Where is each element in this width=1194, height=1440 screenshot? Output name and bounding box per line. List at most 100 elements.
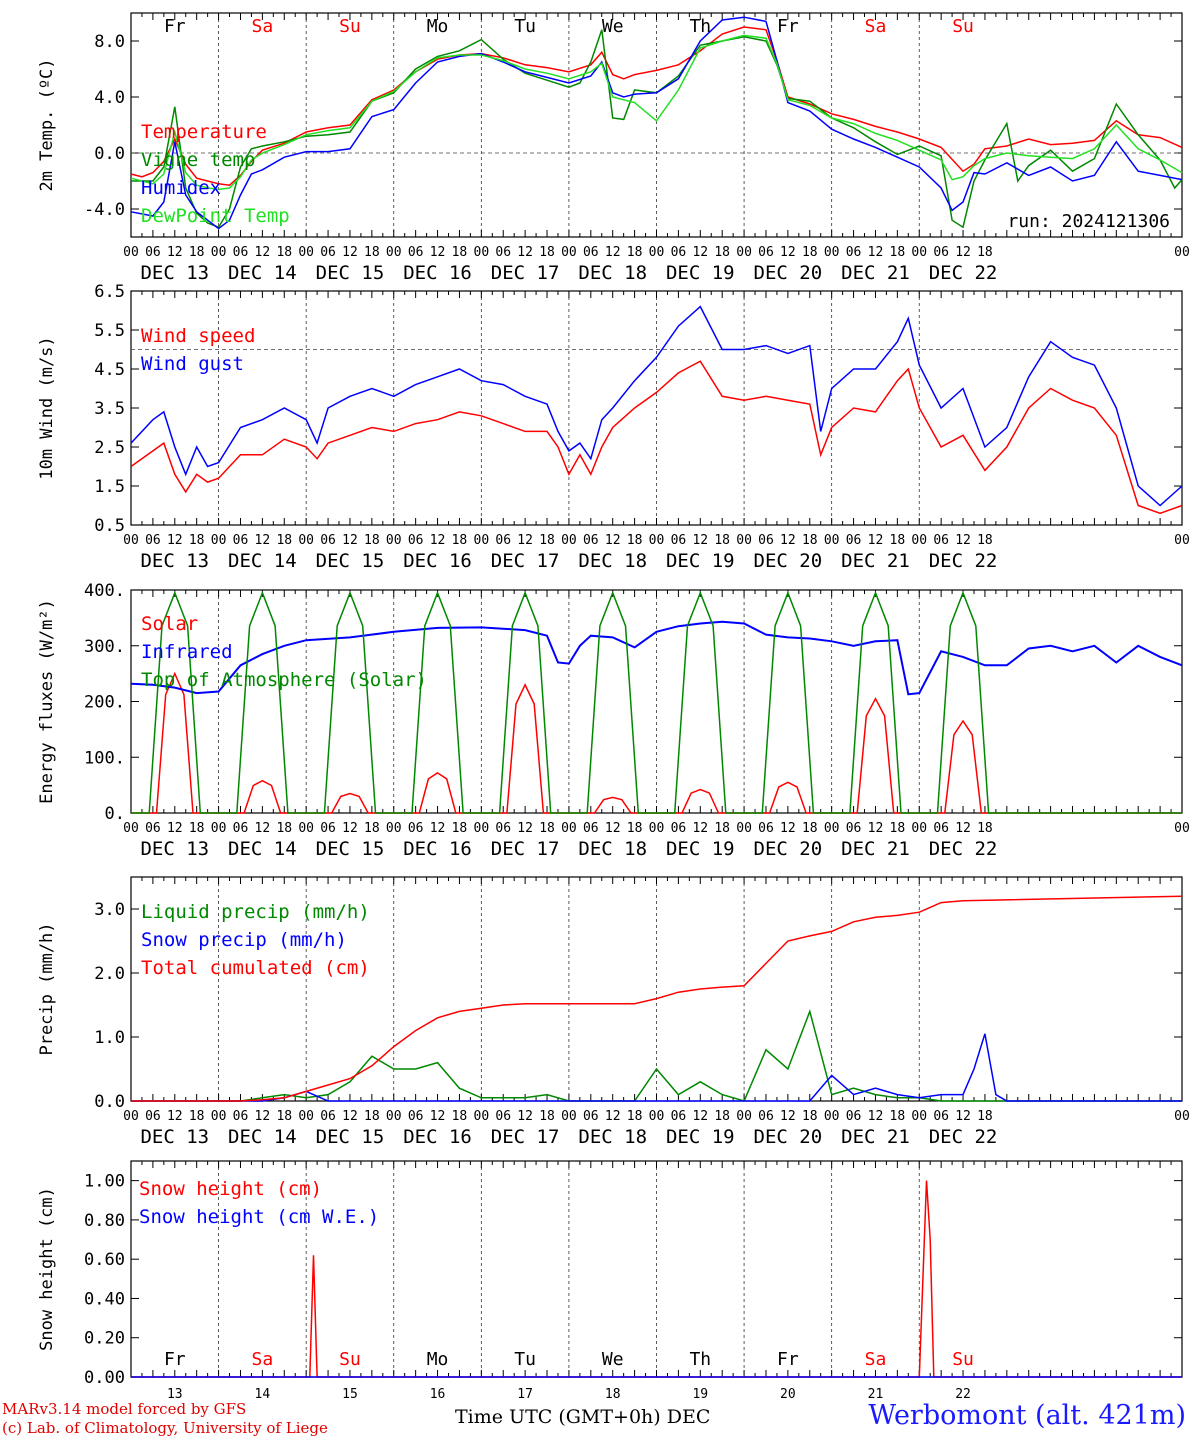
series-line-vigne-temp — [131, 29, 1183, 229]
hour-tick-label: 12 — [342, 533, 358, 548]
hour-tick-label: 00 — [211, 245, 227, 260]
legend-entry: Wind gust — [141, 353, 244, 375]
hour-tick-label: 06 — [933, 1109, 949, 1124]
y-tick-label: 100. — [84, 748, 125, 768]
panel-snow: 1.00 0.80 0.60 0.40 0.20 0.00 Snow height (cm)… — [37, 1160, 1183, 1400]
hour-tick-label: 06 — [671, 533, 687, 548]
model-credit-line2: (c) Lab. of Climatology, University of L… — [2, 1419, 328, 1437]
hour-tick-label: 18 — [452, 245, 468, 260]
day-letter: Sa — [252, 16, 274, 37]
y-tick-label: 0.0 — [94, 1092, 125, 1112]
hour-tick-label: 06 — [846, 245, 862, 260]
hour-tick-label: 18 — [539, 1109, 555, 1124]
date-label: DEC 22 — [929, 1126, 998, 1148]
hour-tick-label: 00 — [1174, 821, 1190, 836]
y-tick-label: 200. — [84, 693, 125, 713]
hour-tick-label: 18 — [977, 821, 993, 836]
hour-tick-label: 12 — [780, 245, 796, 260]
day-number: 14 — [255, 1387, 271, 1400]
hour-tick-label: 06 — [758, 245, 774, 260]
hour-tick-label: 06 — [758, 821, 774, 836]
hour-tick-label: 12 — [868, 821, 884, 836]
hour-tick-label: 18 — [890, 245, 906, 260]
hour-tick-label: 18 — [364, 245, 380, 260]
hour-tick-label: 12 — [780, 533, 796, 548]
hour-tick-label: 00 — [561, 1109, 577, 1124]
hour-tick-label: 00 — [123, 821, 139, 836]
hour-tick-label: 06 — [145, 1109, 161, 1124]
y-axis-label: Energy fluxes (W/m²) — [37, 599, 57, 804]
date-label: DEC 16 — [403, 550, 472, 572]
hour-tick-label: 00 — [386, 1109, 402, 1124]
day-letter: Sa — [252, 1349, 274, 1370]
hour-tick-label: 06 — [408, 245, 424, 260]
date-label: DEC 15 — [316, 838, 385, 860]
legend-entry: Total cumulated (cm) — [141, 957, 370, 979]
hour-tick-label: 18 — [276, 1109, 292, 1124]
hour-tick-label: 00 — [911, 1109, 927, 1124]
hour-tick-label: 06 — [583, 1109, 599, 1124]
day-letter: We — [602, 1349, 624, 1370]
day-letter: Sa — [865, 1349, 887, 1370]
hour-tick-label: 12 — [605, 821, 621, 836]
y-tick-label: 3.0 — [94, 900, 125, 920]
y-axis-label: 10m Wind (m/s) — [37, 336, 57, 479]
y-tick-label: 4.0 — [94, 88, 125, 108]
day-letter: We — [602, 16, 624, 37]
hour-tick-label: 12 — [955, 1109, 971, 1124]
date-label: DEC 14 — [228, 550, 297, 572]
hour-tick-label: 18 — [189, 245, 205, 260]
series-line-snow-height-cm- — [131, 1180, 1182, 1378]
day-letter: Su — [952, 16, 974, 37]
plot-frame — [130, 589, 1183, 814]
y-axis-label: Snow height (cm) — [37, 1187, 57, 1351]
hour-tick-label: 06 — [145, 245, 161, 260]
hour-tick-label: 00 — [298, 1109, 314, 1124]
hour-tick-label: 00 — [911, 821, 927, 836]
hour-tick-label: 00 — [298, 821, 314, 836]
hour-tick-label: 12 — [605, 245, 621, 260]
hour-tick-label: 06 — [320, 245, 336, 260]
hour-tick-label: 00 — [211, 821, 227, 836]
date-label: DEC 17 — [491, 838, 560, 860]
hour-tick-label: 18 — [890, 533, 906, 548]
hour-tick-label: 12 — [342, 1109, 358, 1124]
y-tick-label: 2.5 — [94, 438, 125, 458]
date-label: DEC 18 — [578, 262, 647, 284]
hour-tick-label: 06 — [583, 245, 599, 260]
station-name: Werbomont (alt. 421m) — [868, 1400, 1186, 1431]
date-label: DEC 13 — [140, 550, 209, 572]
hour-tick-label: 18 — [890, 821, 906, 836]
date-label: DEC 14 — [228, 838, 297, 860]
hour-tick-label: 18 — [452, 821, 468, 836]
hour-tick-label: 00 — [1174, 533, 1190, 548]
date-label: DEC 18 — [578, 550, 647, 572]
hour-tick-label: 18 — [276, 821, 292, 836]
hour-tick-label: 12 — [342, 821, 358, 836]
date-label: DEC 19 — [666, 838, 735, 860]
y-tick-label: 0.40 — [84, 1289, 125, 1309]
date-label: DEC 16 — [403, 838, 472, 860]
hour-tick-label: 00 — [298, 533, 314, 548]
hour-tick-label: 00 — [649, 1109, 665, 1124]
day-number: 19 — [692, 1387, 708, 1400]
date-label: DEC 20 — [754, 262, 823, 284]
y-tick-label: 0.0 — [94, 144, 125, 164]
date-label: DEC 19 — [666, 1126, 735, 1148]
hour-tick-label: 06 — [233, 821, 249, 836]
y-tick-label: 5.5 — [94, 321, 125, 341]
hour-tick-label: 12 — [605, 533, 621, 548]
hour-tick-label: 12 — [692, 821, 708, 836]
date-label: DEC 13 — [140, 838, 209, 860]
date-label: DEC 13 — [140, 1126, 209, 1148]
hour-tick-label: 06 — [233, 533, 249, 548]
legend-entry: Top of Atmosphere (Solar) — [141, 669, 427, 691]
plot-frame — [130, 12, 1183, 238]
series-line-top-of-atmosphere-solar- — [131, 590, 1182, 814]
hour-tick-label: 18 — [189, 533, 205, 548]
hour-tick-label: 06 — [846, 533, 862, 548]
hour-tick-label: 00 — [474, 245, 490, 260]
hour-tick-label: 18 — [189, 821, 205, 836]
date-label: DEC 22 — [929, 262, 998, 284]
hour-tick-label: 18 — [539, 533, 555, 548]
